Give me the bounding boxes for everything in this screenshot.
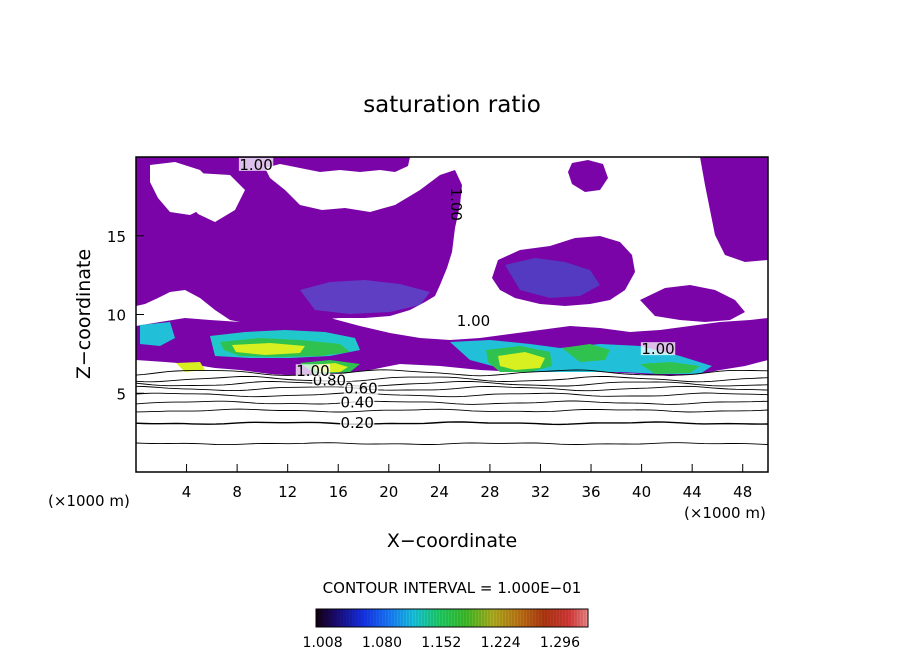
contour-labels: 0.200.400.600.801.001.001.001.001.00 (238, 156, 676, 432)
cloud-patch (136, 246, 185, 288)
contour-line (136, 380, 768, 387)
cloud-core (498, 352, 545, 370)
contour-lines (136, 369, 768, 446)
contour-label-bg (238, 157, 274, 171)
cloud-top-right (568, 160, 608, 192)
colorbar-labels: 1.008 1.080 1.152 1.224 1.296 (303, 635, 581, 651)
chart-title: saturation ratio (363, 92, 541, 118)
contour-label: 1.00 (239, 156, 272, 174)
colorbar (315, 608, 589, 628)
x-axis-label: X−coordinate (387, 530, 517, 552)
contour-label: 0.20 (340, 414, 373, 432)
clear-gap (180, 172, 245, 222)
y-axis-label: Z−coordinate (73, 249, 95, 379)
colorbar-tick-label: 1.296 (540, 635, 580, 651)
colorbar-stripes (317, 610, 586, 626)
x-unit-left: (×1000 m) (48, 492, 130, 510)
x-tick-label: 4 (182, 483, 192, 501)
contour-label: 0.60 (344, 380, 377, 398)
x-tick-label: 48 (733, 483, 752, 501)
contour-label-bg (295, 364, 331, 378)
contour-line (136, 375, 768, 383)
x-tick-label: 8 (232, 483, 242, 501)
contour-label-bg (640, 342, 676, 356)
x-tick-label: 24 (430, 483, 449, 501)
x-tick-label: 40 (632, 483, 651, 501)
y-axis-ticks: 5 10 15 (107, 228, 144, 403)
colorbar-tick-label: 1.080 (362, 635, 402, 651)
contour-line (136, 442, 768, 446)
x-tick-label: 20 (379, 483, 398, 501)
cloud-core (562, 344, 610, 362)
y-tick-label: 10 (107, 307, 126, 325)
colorbar-tick-label: 1.008 (303, 635, 343, 651)
contour-line (136, 385, 768, 392)
x-tick-label: 36 (581, 483, 600, 501)
contour-label: 1.00 (457, 312, 490, 330)
contour-label: 1.00 (296, 362, 329, 380)
colorbar-tick-label: 1.152 (421, 635, 461, 651)
x-tick-label: 12 (278, 483, 297, 501)
contour-line (136, 408, 768, 413)
cloud-patch (640, 285, 745, 322)
y-tick-label: 5 (116, 385, 126, 403)
cloud-core (232, 343, 305, 355)
x-unit-right: (×1000 m) (684, 504, 766, 522)
contour-label: 1.00 (447, 188, 465, 221)
cloud-right-edge (700, 157, 768, 262)
x-axis-ticks: 4 8 12 16 20 24 28 32 36 40 44 48 (182, 464, 752, 501)
x-tick-label: 44 (683, 483, 702, 501)
cloud-core (140, 322, 175, 346)
x-tick-label: 28 (480, 483, 499, 501)
contour-line (136, 421, 768, 426)
cloud-core (640, 362, 700, 374)
contour-label-bg (340, 395, 375, 409)
contour-label: 1.00 (641, 340, 674, 358)
contour-interval-text: CONTOUR INTERVAL = 1.000E−01 (323, 579, 582, 597)
cloud-core (300, 280, 430, 314)
contour-label-bg (343, 381, 379, 395)
x-tick-label: 32 (531, 483, 550, 501)
cloud-core (176, 362, 205, 372)
contour-line (136, 392, 768, 398)
cloud-core (505, 258, 600, 298)
contour-line (136, 369, 768, 377)
y-tick-label: 15 (107, 228, 126, 246)
contour-label: 0.40 (340, 394, 373, 412)
colorbar-tick-label: 1.224 (481, 635, 521, 651)
x-tick-label: 16 (329, 483, 348, 501)
contour-label-bg (456, 313, 491, 327)
contour-label-bg (340, 416, 375, 430)
contour-line (136, 400, 768, 405)
